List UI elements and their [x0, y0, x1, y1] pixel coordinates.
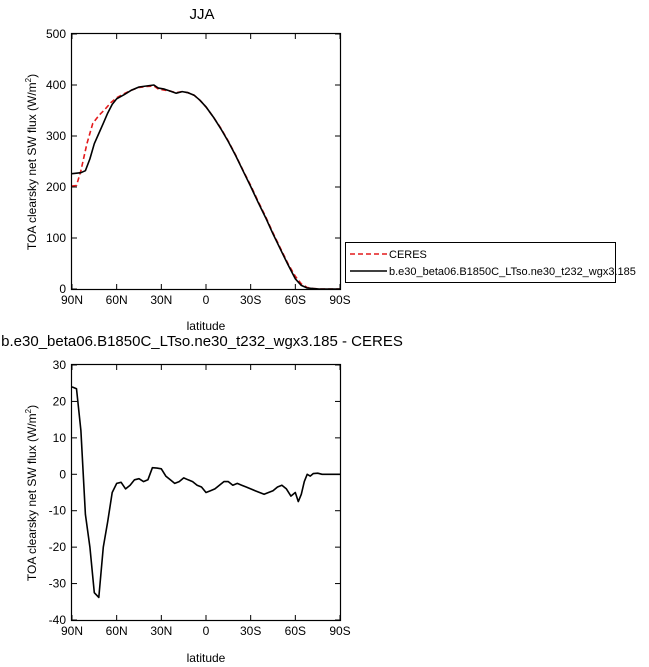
- panel-top-title: JJA: [189, 6, 214, 23]
- panel-bottom-ylabel-tail: ): [25, 405, 39, 409]
- panel-top-ytick-label: 400: [46, 78, 66, 92]
- panel-top-frame: [70, 32, 342, 291]
- panel-bottom-xtick-label: 90N: [61, 624, 83, 638]
- panel-bottom-series: [71, 386, 340, 599]
- panel-bottom-ytick-label: 30: [53, 358, 67, 372]
- panel-top-xtick-label: 30S: [240, 293, 261, 307]
- panel-bottom-xtick-label: 60S: [285, 624, 306, 638]
- panel-top-ylabel: TOA clearsky net SW flux (W/m2): [24, 74, 39, 250]
- panel-top-xlabel: latitude: [187, 319, 226, 333]
- panel-top-ytick-label: 0: [59, 282, 66, 296]
- panel-bottom-xtick-label: 60N: [106, 624, 128, 638]
- panel-top-ytick-label: 100: [46, 231, 66, 245]
- panel-top-series-line-0: [71, 85, 340, 290]
- legend-label-ceres: CERES: [389, 249, 427, 261]
- panel-top-ticks: 90N 60N 30N 0 30S 60S 90S 0 100 200 300 400 500: [46, 27, 351, 307]
- panel-top-xtick-label: 60N: [106, 293, 128, 307]
- legend: CERES b.e30_beta06.B1850C_LTso.ne30_t232…: [345, 242, 636, 283]
- panel-top-ylabel-main: TOA clearsky net SW flux (W/m: [25, 82, 39, 250]
- panel-bottom-ytick-label: 0: [59, 467, 66, 481]
- panel-bottom-ytick-label: -40: [49, 613, 67, 627]
- panel-top-ytick-label: 300: [46, 129, 66, 143]
- panel-top-ylabel-tail: ): [25, 74, 39, 78]
- panel-top-ytick-label: 200: [46, 180, 66, 194]
- panel-top-xtick-label: 0: [203, 293, 210, 307]
- panel-bottom-xtick-label: 30N: [150, 624, 172, 638]
- panel-bottom-ticks: 90N 60N 30N 0 30S 60S 90S -40 -30 -20 -10 0 10 20 30: [49, 358, 351, 638]
- panel-top-xtick-label: 30N: [150, 293, 172, 307]
- panel-bottom-title: b.e30_beta06.B1850C_LTso.ne30_t232_wgx3.…: [1, 333, 403, 350]
- legend-box: [345, 242, 616, 283]
- legend-label-model: b.e30_beta06.B1850C_LTso.ne30_t232_wgx3.…: [389, 266, 636, 278]
- panel-bottom-xtick-label: 0: [203, 624, 210, 638]
- panel-bottom: b.e30_beta06.B1850C_LTso.ne30_t232_wgx3.…: [1, 333, 403, 665]
- panel-bottom-ylabel-main: TOA clearsky net SW flux (W/m: [25, 413, 39, 581]
- panel-bottom-series-line-0: [71, 386, 340, 599]
- panel-bottom-ytick-label: 20: [53, 394, 67, 408]
- panel-top-ytick-label: 500: [46, 27, 66, 41]
- panel-bottom-ylabel-sup: 2: [24, 408, 33, 413]
- panel-bottom-ytick-label: -30: [49, 577, 67, 591]
- panel-top-xtick-label: 90S: [329, 293, 350, 307]
- panel-bottom-xtick-label: 30S: [240, 624, 261, 638]
- panel-top-series-line-1: [71, 84, 340, 290]
- panel-bottom-xtick-label: 90S: [329, 624, 350, 638]
- panel-top-series: [71, 84, 340, 290]
- panel-bottom-xlabel: latitude: [187, 651, 226, 665]
- panel-top-xtick-label: 90N: [61, 293, 83, 307]
- panel-bottom-frame: [70, 363, 342, 622]
- panel-bottom-ytick-label: 10: [53, 431, 67, 445]
- panel-bottom-ytick-label: -20: [49, 540, 67, 554]
- panel-bottom-ytick-label: -10: [49, 504, 67, 518]
- panel-bottom-ylabel: TOA clearsky net SW flux (W/m2): [24, 405, 39, 581]
- panel-top-xtick-label: 60S: [285, 293, 306, 307]
- panel-top-ylabel-sup: 2: [24, 77, 33, 82]
- panel-top: JJA 90N 60N 30N 0 30S 60S 90S0100200300400500 …: [24, 6, 351, 333]
